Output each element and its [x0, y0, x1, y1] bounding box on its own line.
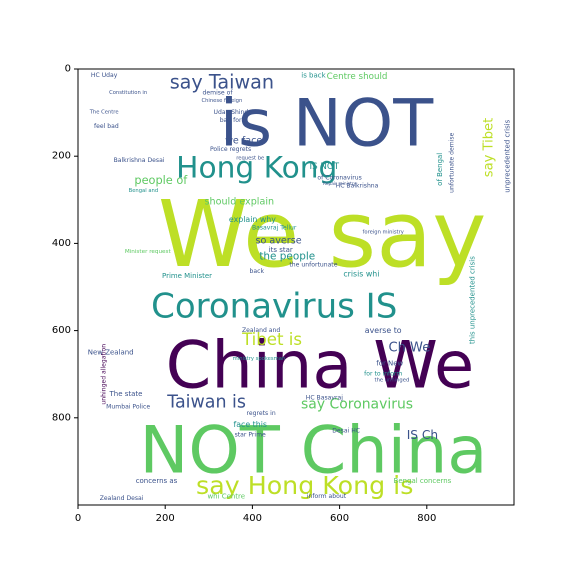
cloud-word: Repair ministry: [323, 181, 357, 187]
x-tick-label: 400: [243, 513, 262, 524]
cloud-word: say Taiwan: [170, 71, 274, 94]
plot-area-frame: [77, 68, 515, 506]
cloud-word: averse to: [365, 326, 402, 335]
cloud-word: is back: [301, 72, 326, 80]
cloud-word: for to inform: [364, 371, 402, 378]
y-axis: 0 200 400 600 800: [52, 64, 78, 423]
x-tick-label: 600: [330, 513, 349, 524]
cloud-word: Police regrets: [210, 146, 251, 153]
y-tick-label: 600: [52, 325, 71, 336]
cloud-word: Coronavirus IS: [151, 287, 397, 327]
cloud-word: whi Centre: [207, 492, 245, 500]
cloud-word: is NOT: [220, 86, 434, 162]
cloud-word: say Hong Kong is: [196, 471, 413, 500]
cloud-word: HC Uday: [91, 72, 118, 79]
cloud-word: ministry spokesman: [233, 356, 286, 362]
cloud-word: so averse: [255, 236, 301, 247]
cloud-word: for New: [376, 359, 403, 367]
cloud-word: Centre should: [327, 72, 388, 82]
cloud-word: foreign ministry: [363, 230, 404, 236]
x-tick-label: 800: [417, 513, 436, 524]
cloud-word: the unfortunate: [289, 262, 337, 269]
cloud-word: regrets in: [247, 410, 276, 417]
cloud-word: back: [250, 268, 265, 275]
cloud-word: The Centre: [89, 110, 119, 116]
cloud-word: Taiwan is: [166, 393, 246, 413]
cloud-word: of Bengal: [436, 153, 444, 186]
cloud-word: IS NOT: [310, 162, 340, 172]
cloud-word: say Tibet: [482, 118, 497, 177]
cloud-word: crisis whi: [343, 269, 379, 278]
cloud-word: the unhinged: [375, 378, 410, 384]
cloud-word: China We: [166, 327, 475, 403]
x-tick-label: 0: [75, 513, 81, 524]
cloud-word: say Coronavirus: [301, 397, 413, 413]
cloud-word: Constitution in: [109, 90, 147, 96]
cloud-word: Prime Minister: [162, 272, 212, 280]
cloud-word: explain why: [229, 215, 276, 224]
cloud-word: Chinese foreign: [201, 98, 242, 104]
cloud-word: Desai HC: [332, 427, 360, 434]
cloud-word: feel bad: [94, 123, 119, 130]
x-tick-label: 200: [156, 513, 175, 524]
cloud-word: we face: [225, 135, 262, 146]
cloud-word: Tibet is: [241, 330, 302, 349]
cloud-word: this unprecedented crisis: [469, 256, 477, 344]
word-cloud-words: We say is NOT China We NOT China Coronavirus…: [88, 71, 512, 502]
cloud-word: demise of: [203, 89, 234, 96]
cloud-word: its star: [269, 246, 293, 254]
cloud-word: Zealand Desai: [100, 495, 144, 502]
y-tick-label: 800: [52, 412, 71, 423]
y-tick-label: 0: [65, 64, 71, 75]
cloud-word: Uday Shinde: [214, 109, 253, 116]
cloud-word: Basavraj Tellur: [252, 225, 297, 232]
y-tick-label: 400: [52, 238, 71, 249]
cloud-word: The state: [109, 390, 143, 398]
cloud-word: unfortunate demise: [449, 132, 456, 192]
cloud-word: unhinged allegation: [101, 344, 108, 405]
cloud-word: We say: [158, 181, 487, 288]
cloud-word: of Coronavirus: [317, 175, 361, 182]
cloud-word: HC Balkrishna: [336, 182, 379, 189]
cloud-word: inform about: [307, 493, 347, 500]
cloud-word: Balkrishna Desai: [114, 157, 165, 164]
cloud-word: Minister request: [125, 249, 172, 255]
cloud-word: star Prime: [235, 432, 266, 439]
cloud-word: the people: [259, 250, 315, 262]
x-axis: 0 200 400 600 800: [75, 505, 436, 524]
cloud-word: New Zealand: [88, 348, 134, 356]
cloud-word: IS Ch: [407, 428, 438, 442]
cloud-word: concerns as: [136, 477, 178, 485]
cloud-word: face this: [233, 420, 267, 429]
cloud-word: HC Basavraj: [306, 395, 343, 402]
cloud-word: should explain: [205, 196, 275, 207]
cloud-word: Ch We: [388, 341, 430, 356]
cloud-word: Zealand and: [242, 327, 280, 334]
cloud-word: request be: [236, 155, 264, 161]
cloud-word: NOT China: [139, 413, 487, 489]
cloud-word: Bengal concerns: [394, 477, 452, 485]
cloud-word: unprecedented crisis: [503, 119, 511, 192]
cloud-word: Bengal and: [129, 188, 159, 194]
cloud-word: bad for: [220, 117, 242, 124]
y-tick-label: 200: [52, 151, 71, 162]
cloud-word: people of: [134, 173, 188, 187]
cloud-word: Mumbai Police: [106, 403, 150, 410]
cloud-word: Hong Kong: [176, 150, 337, 185]
